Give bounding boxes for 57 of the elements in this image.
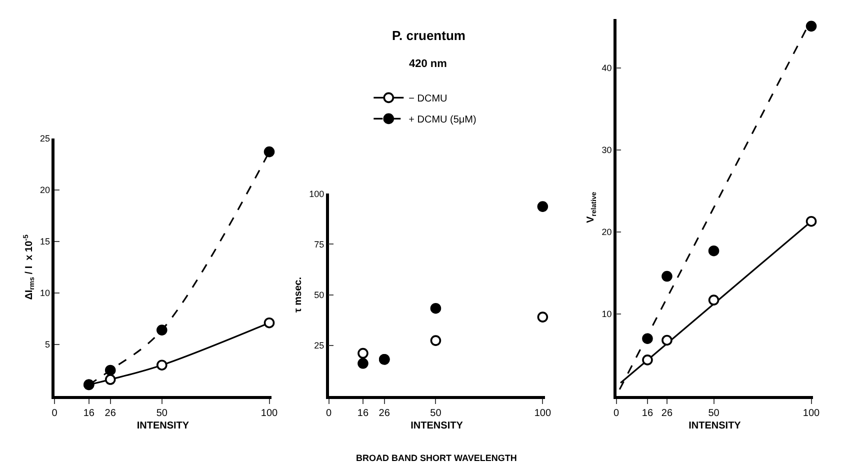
y-tick-label: 10 <box>602 309 612 320</box>
y-tick-label: 15 <box>40 236 50 247</box>
y-axis-title: τ msec. <box>293 276 304 313</box>
point <box>806 216 817 227</box>
y-tick-label: 5 <box>44 340 50 350</box>
x-axis-title: INTENSITY <box>688 420 742 432</box>
x-tick-label: 0 <box>52 408 58 419</box>
point <box>642 333 653 344</box>
point <box>104 364 116 376</box>
y-tick-label: 10 <box>40 288 50 298</box>
y-tick-label: 20 <box>602 227 612 238</box>
point <box>358 348 368 359</box>
point <box>264 317 275 328</box>
x-axis-title: INTENSITY <box>410 420 464 432</box>
chart-title: P. cruentum <box>392 28 466 43</box>
point <box>156 360 168 370</box>
point <box>104 374 116 385</box>
y-tick-label: 25 <box>314 340 324 351</box>
x-tick-label: 50 <box>156 408 168 419</box>
x-tick-label: 50 <box>430 408 442 419</box>
legend-label: − DCMU <box>408 94 448 105</box>
x-tick-label: 26 <box>378 408 390 419</box>
x-tick-label: 26 <box>661 408 673 419</box>
y-tick-label: 20 <box>40 185 50 196</box>
point <box>430 302 442 314</box>
point <box>358 358 368 369</box>
y-tick-label: 40 <box>602 63 612 74</box>
point <box>806 20 817 32</box>
y-tick-label: 30 <box>602 145 612 156</box>
point <box>708 294 720 306</box>
x-tick-label: 100 <box>534 408 552 419</box>
x-tick-label: 16 <box>83 408 95 419</box>
x-tick-label: 26 <box>104 408 116 419</box>
x-tick-label: 100 <box>802 408 820 419</box>
point <box>264 146 275 158</box>
x-tick-label: 50 <box>708 408 720 419</box>
x-axis-title: INTENSITY <box>136 420 190 432</box>
x-tick-label: 16 <box>357 408 369 419</box>
x-tick-label: 0 <box>326 408 332 419</box>
point <box>708 245 720 256</box>
y-tick-label: 50 <box>314 290 324 300</box>
y-tick-label: 25 <box>40 134 50 144</box>
x-tick-label: 16 <box>642 408 654 419</box>
point <box>537 312 548 322</box>
x-tick-label: 0 <box>613 408 620 419</box>
point <box>156 324 168 336</box>
point <box>662 270 672 282</box>
point <box>642 354 653 366</box>
chart-subtitle: 420 nm <box>409 58 448 70</box>
y-tick-label: 75 <box>314 239 324 250</box>
point <box>537 201 548 212</box>
point <box>662 334 672 346</box>
legend-label: + DCMU (5μM) <box>408 114 476 126</box>
y-tick-label: 100 <box>309 188 324 199</box>
x-tick-label: 100 <box>260 408 278 419</box>
point <box>430 335 442 346</box>
text: BROAD BAND SHORT WAVELENGTH <box>356 453 517 463</box>
